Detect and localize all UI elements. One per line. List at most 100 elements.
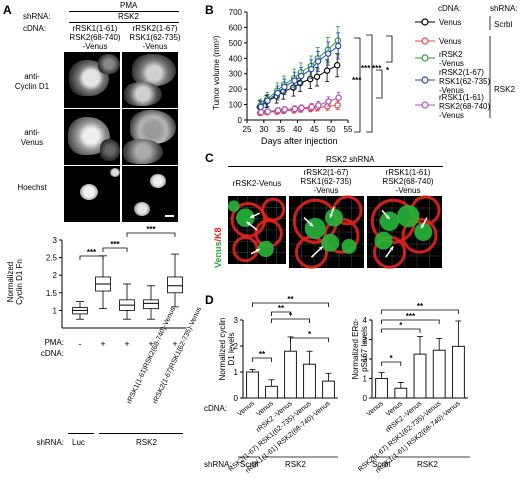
box-pma-value: +	[100, 339, 105, 349]
c-header: RSK2 shRNA	[326, 155, 375, 164]
box-sig-bracket	[126, 232, 176, 237]
b-y-tick-label: 0	[238, 116, 243, 125]
c-label-3-l1: rRSK1(1-61)	[385, 168, 431, 177]
d-left-sig-bracket	[290, 337, 329, 342]
b-x-tick-label: 50	[327, 125, 336, 134]
venus-cell	[414, 223, 433, 241]
d-rsk2-right: RSK2	[417, 460, 438, 469]
row2-line1: anti-	[24, 128, 40, 137]
shrna-value: RSK2	[118, 12, 139, 21]
d-right-x-label: Venus	[365, 400, 385, 418]
b-y-tick-label: 600	[229, 23, 243, 32]
box-cdna-label: cDNA:	[40, 349, 64, 358]
micrograph-hoechst-2	[122, 166, 178, 222]
c-label-2-l1: rRSK2(1-67)	[303, 168, 349, 177]
d-left-y-tick-label: 1	[234, 368, 239, 377]
box-pma-value: +	[172, 339, 177, 349]
legend-item-label: rRSK2(1-67) RSK1(62-735) -Venus	[439, 68, 491, 95]
c-header-line	[228, 166, 443, 167]
b-data-point	[281, 106, 288, 113]
d-left-sig-bracket	[252, 302, 329, 307]
d-right-sig-label: *	[390, 354, 394, 363]
d-left-bar	[322, 380, 335, 399]
b-data-point	[274, 107, 282, 114]
b-sig-label: ***	[372, 64, 382, 73]
b-x-tick-label: 40	[293, 125, 302, 134]
b-x-tick-label: 35	[276, 125, 285, 134]
b-data-point	[264, 97, 271, 104]
col1-line2: RSK2(68-740)	[69, 33, 121, 42]
d-rsk2-left: RSK2	[285, 460, 306, 469]
rsk2-line	[99, 433, 183, 434]
arrow-head	[421, 224, 425, 229]
micrograph-cyclin-1	[64, 52, 120, 108]
d-left-sig-label: **	[259, 350, 266, 359]
d-right-sig-label: **	[417, 302, 424, 311]
c-label-2: rRSK2(1-67) RSK1(62-735) -Venus	[290, 168, 362, 195]
b-y-tick-label: 200	[229, 85, 243, 94]
b-y-tick-label: 500	[229, 39, 243, 48]
b-data-point	[334, 62, 341, 69]
b-y-tick-label: 700	[229, 8, 243, 17]
d-right-sig-label: *	[399, 321, 403, 330]
micrograph-venus-2	[122, 109, 178, 165]
d-right-bar	[432, 349, 446, 399]
panel-d-letter: D	[205, 293, 214, 307]
box-shrna-rsk2: RSK2	[136, 438, 157, 447]
arrow-head	[255, 249, 260, 253]
box-y-tick-label: 3	[53, 236, 58, 245]
c-label-2-l3: -Venus	[313, 186, 339, 195]
venus-cell	[257, 240, 274, 258]
d-left-sig-bracket	[252, 357, 272, 362]
b-data-point	[281, 83, 288, 91]
legend-marker	[421, 76, 429, 84]
k8-stain	[401, 217, 438, 254]
legend-item-label: rRSK1(1-61) RSK2(68-740) -Venus	[439, 93, 491, 120]
luc-line	[68, 433, 94, 434]
panel-b-letter: B	[205, 3, 214, 17]
b-sig-bracket	[354, 37, 361, 133]
legend-marker	[421, 37, 429, 45]
c-label-2-l2: RSK1(62-735)	[300, 177, 352, 186]
b-series-line	[261, 97, 339, 113]
b-data-point	[257, 109, 265, 116]
c-label-1: rRSK2-Venus	[232, 179, 282, 188]
legend-item-label: Venus	[439, 18, 462, 27]
box-sig-bracket	[79, 255, 104, 260]
row1-line2: Cyclin D1	[14, 82, 50, 91]
b-sig-bracket	[366, 34, 373, 133]
b-sig-bracket	[376, 69, 383, 99]
d-shrna-label: shRNA:	[204, 460, 232, 469]
d-left-bar	[246, 371, 259, 399]
c-label-3-l3: -Venus	[395, 186, 421, 195]
arrow-head	[385, 215, 390, 220]
d-ylabel-right: Normalized ERα-pS167 levels	[351, 305, 369, 385]
b-data-point	[313, 73, 321, 81]
legend-item-label: Venus	[439, 37, 462, 46]
b-data-point	[298, 72, 305, 80]
venus-cell	[325, 208, 343, 227]
box-sig-label: ***	[87, 248, 97, 257]
d-left-sig-label: *	[308, 330, 312, 339]
pma-label: PMA	[120, 1, 138, 10]
c-label-3: rRSK1(1-61) RSK2(68-740) -Venus	[370, 168, 446, 195]
b-data-point	[291, 105, 299, 113]
arrow-head	[246, 221, 251, 226]
d-right-bar	[451, 345, 465, 399]
d-right-sig-bracket	[381, 319, 440, 324]
box-y-tick-label: 1	[53, 306, 58, 315]
box-sig-bracket	[102, 247, 128, 252]
d-right-y-tick-label: 3	[363, 336, 368, 345]
b-data-point	[335, 42, 342, 50]
d-left-y-tick-label: 2	[234, 342, 239, 351]
b-data-point	[314, 58, 322, 65]
b-data-point	[291, 77, 298, 84]
box-sig-label: ***	[146, 225, 156, 234]
col2-line3: -Venus	[142, 42, 168, 51]
arrow-head	[389, 246, 394, 251]
arrow-head	[309, 222, 313, 227]
d-left-y-tick-label: 0	[234, 394, 239, 403]
pma-line	[69, 11, 179, 12]
legend-cdna-header: cDNA:	[438, 4, 462, 13]
venus-cell	[379, 211, 400, 231]
